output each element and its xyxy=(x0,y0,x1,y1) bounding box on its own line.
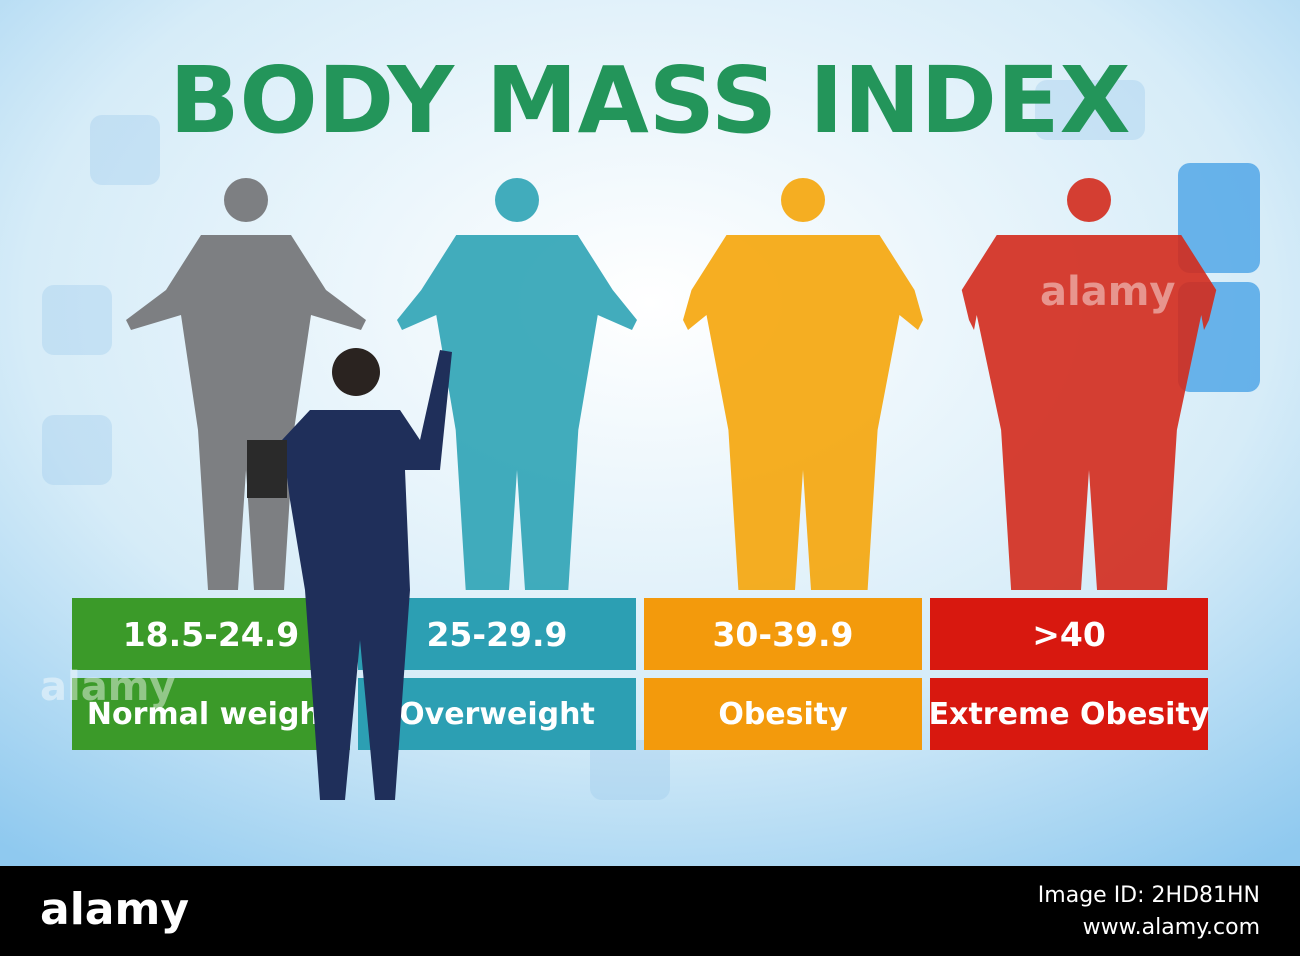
website: www.alamy.com xyxy=(1083,915,1260,940)
label-cell xyxy=(644,678,922,750)
bmi-label: Normal weight xyxy=(87,697,335,732)
icon-tile xyxy=(1178,163,1260,273)
title: BODY MASS INDEX xyxy=(169,47,1130,154)
bmi-range: >40 xyxy=(1032,615,1106,654)
bmi-label: Extreme Obesity xyxy=(929,697,1210,732)
bmi-range: 30-39.9 xyxy=(712,615,853,654)
footer-logo: alamy xyxy=(40,884,189,935)
label-cell xyxy=(72,678,350,750)
watermark: alamy xyxy=(40,664,175,710)
figure-body xyxy=(961,235,1217,590)
figure-head xyxy=(1067,178,1111,222)
figure-head xyxy=(495,178,539,222)
range-cell xyxy=(72,598,350,670)
label-cell xyxy=(930,678,1208,750)
range-cell xyxy=(930,598,1208,670)
bmi-label: Obesity xyxy=(718,697,848,732)
figure-body xyxy=(683,235,923,590)
icon-tiles xyxy=(42,80,1145,800)
bmi-range: 25-29.9 xyxy=(426,615,567,654)
figure-body xyxy=(126,235,366,590)
watermark: alamy xyxy=(1040,269,1175,315)
figure-head xyxy=(224,178,268,222)
footer-bar xyxy=(0,866,1300,956)
bmi-label: Overweight xyxy=(399,697,595,732)
image-id: Image ID: 2HD81HN xyxy=(1038,883,1260,908)
front-person xyxy=(247,348,452,800)
figures xyxy=(126,178,1217,590)
figure-head xyxy=(781,178,825,222)
bmi-range: 18.5-24.9 xyxy=(123,615,300,654)
figure-body xyxy=(397,235,637,590)
label-cell xyxy=(358,678,636,750)
range-cell xyxy=(644,598,922,670)
